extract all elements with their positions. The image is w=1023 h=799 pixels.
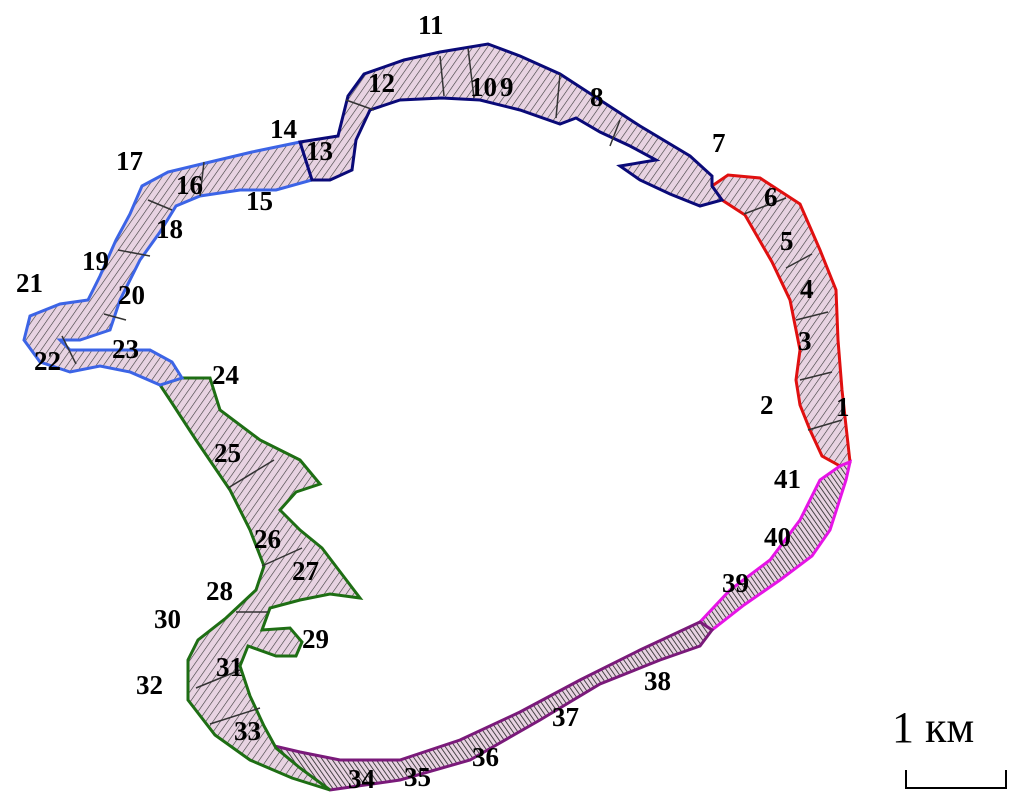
segment-label-3: 3 [798, 326, 812, 356]
segment-label-29: 29 [302, 624, 329, 654]
segment-label-6: 6 [764, 182, 778, 212]
scale-label: 1 км [892, 703, 974, 752]
segment-label-34: 34 [348, 764, 375, 794]
segment-label-13: 13 [306, 136, 333, 166]
shore-band-navy [298, 42, 725, 208]
segment-label-35: 35 [404, 762, 431, 792]
segment-label-4: 4 [800, 274, 814, 304]
segment-divider [61, 161, 205, 365]
segment-label-1: 1 [836, 392, 850, 422]
segment-label-27: 27 [292, 556, 319, 586]
shore-band-red [709, 173, 852, 468]
segment-label-33: 33 [234, 716, 261, 746]
shore-band-green [157, 376, 364, 792]
segment-label-26: 26 [254, 524, 281, 554]
segment-divider [743, 197, 843, 431]
segment-label-36: 36 [472, 742, 499, 772]
segment-label-39: 39 [722, 568, 749, 598]
segment-label-38: 38 [644, 666, 671, 696]
segment-label-8: 8 [590, 82, 604, 112]
segment-divider [345, 47, 621, 147]
scale-bar-line [905, 770, 1007, 789]
segment-label-10: 10 [470, 72, 497, 102]
zone-green-shore [157, 376, 364, 792]
segment-label-18: 18 [156, 214, 183, 244]
segment-label-15: 15 [246, 186, 273, 216]
segment-label-2: 2 [760, 390, 774, 420]
segment-label-12: 12 [368, 68, 395, 98]
zone-red-shore [709, 173, 852, 468]
segment-label-7: 7 [712, 128, 726, 158]
segment-divider [195, 459, 303, 725]
segment-label-24: 24 [212, 360, 239, 390]
segment-label-11: 11 [418, 10, 444, 40]
scale-bar: 1 км [892, 703, 1007, 789]
segment-label-14: 14 [270, 114, 297, 144]
segment-label-19: 19 [82, 246, 109, 276]
segment-label-5: 5 [780, 226, 794, 256]
segment-label-21: 21 [16, 268, 43, 298]
segment-label-40: 40 [764, 522, 791, 552]
segment-label-30: 30 [154, 604, 181, 634]
segment-label-31: 31 [216, 652, 243, 682]
zone-blue-shore [22, 140, 314, 387]
segment-label-32: 32 [136, 670, 163, 700]
segment-label-17: 17 [116, 146, 143, 176]
segment-label-37: 37 [552, 702, 579, 732]
segment-label-22: 22 [34, 346, 61, 376]
segment-label-41: 41 [774, 464, 801, 494]
segment-label-23: 23 [112, 334, 139, 364]
segment-label-28: 28 [206, 576, 233, 606]
segment-label-16: 16 [176, 170, 203, 200]
zone-navy-shore [298, 42, 725, 208]
shore-band-blue [22, 140, 314, 387]
segment-label-9: 9 [500, 72, 514, 102]
segment-label-20: 20 [118, 280, 145, 310]
segment-label-25: 25 [214, 438, 241, 468]
